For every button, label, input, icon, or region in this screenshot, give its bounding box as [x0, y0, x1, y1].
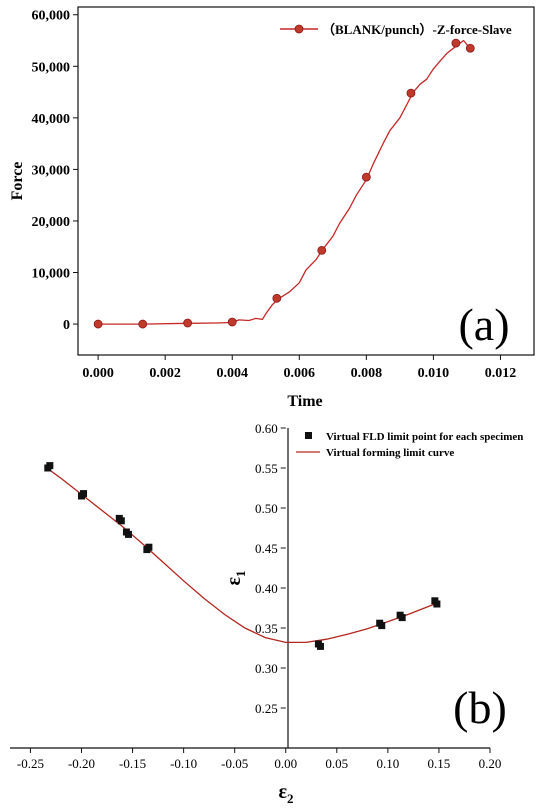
y-tick-label: 0.40: [255, 581, 278, 596]
data-marker: [465, 43, 475, 53]
legend-marker-icon: [294, 24, 304, 34]
x-tick-label: -0.20: [68, 756, 95, 771]
x-tick-label: 0.004: [216, 366, 248, 381]
limit-point-marker: [433, 600, 441, 608]
legend: Virtual FLD limit point for each specime…: [296, 431, 523, 459]
x-tick-label: -0.25: [17, 756, 44, 771]
limit-point-marker: [46, 462, 54, 470]
panel-label-b: (b): [453, 682, 507, 733]
limit-point-marker: [80, 490, 88, 498]
y-tick-label: 0.60: [255, 421, 278, 436]
data-marker: [406, 88, 416, 98]
y-axis-title: Force: [9, 162, 26, 201]
x-tick-label: 0.006: [284, 366, 316, 381]
limit-point-marker: [117, 517, 125, 525]
x-tick-label: 0.00: [274, 756, 297, 771]
fld-chart: -0.25 -0.20 -0.15 -0.10 -0.05 0.00 0.05 0.10 0.1…: [10, 421, 523, 806]
data-marker: [227, 317, 237, 327]
tick-marks: [73, 14, 501, 360]
plot-area-frame: [77, 6, 535, 356]
legend-marker-icon: [305, 432, 312, 439]
panel-label-a: (a): [458, 299, 509, 350]
x-tick-label: 0.010: [418, 366, 450, 381]
data-marker: [183, 318, 193, 328]
y-axis-title-symbol: ε: [223, 577, 245, 586]
x-tick-label: 0.05: [325, 756, 348, 771]
y-tick-label: 0.25: [255, 701, 278, 716]
x-tick-label: 0.008: [351, 366, 383, 381]
x-tick-label: 0.15: [428, 756, 451, 771]
data-marker: [138, 319, 148, 329]
series-force: [93, 38, 475, 329]
y-tick-label: 0.55: [255, 461, 278, 476]
y-tick-label: 10,000: [32, 267, 71, 282]
x-tick-labels: -0.25 -0.20 -0.15 -0.10 -0.05 0.00 0.05 0.10 0.1…: [17, 756, 501, 771]
y-tick-label: 0.35: [255, 621, 278, 636]
x-tick-label: 0.002: [149, 366, 181, 381]
y-axis-title: ε1: [223, 570, 248, 585]
x-tick-label: -0.05: [221, 756, 248, 771]
limit-point-marker: [378, 622, 386, 630]
data-marker: [451, 38, 461, 48]
x-axis-title-symbol: ε: [278, 781, 287, 803]
tick-marks: [29, 427, 491, 753]
x-tick-label: -0.15: [119, 756, 146, 771]
y-tick-label: 0.50: [255, 501, 278, 516]
y-tick-label: 30,000: [32, 163, 71, 178]
y-tick-label: 20,000: [32, 215, 71, 230]
y-axis-title-subscript: 1: [233, 570, 248, 577]
y-tick-label: 0: [63, 318, 70, 333]
limit-point-marker: [124, 530, 132, 538]
limit-point-marker: [316, 642, 324, 650]
x-axis-title: Time: [287, 393, 322, 410]
y-tick-labels: 0.25 0.30 0.35 0.40 0.45 0.50 0.55 0.60: [255, 421, 278, 716]
x-tick-label: 0.20: [479, 756, 502, 771]
x-tick-labels: 0.000 0.002 0.004 0.006 0.008 0.010 0.012: [82, 366, 516, 381]
force-line: [98, 39, 471, 325]
legend: （BLANK/punch）-Z-force-Slave: [280, 22, 512, 37]
x-axis-title-subscript: 2: [287, 791, 294, 806]
legend-label: （BLANK/punch）-Z-force-Slave: [322, 22, 512, 37]
y-tick-label: 0.30: [255, 661, 278, 676]
data-marker: [93, 319, 103, 329]
y-tick-labels: 0 10,000 20,000 30,000 40,000 50,000 60,000: [32, 9, 71, 333]
x-tick-label: -0.10: [170, 756, 197, 771]
y-tick-label: 0.45: [255, 541, 278, 556]
series-forming-limit-curve: [45, 466, 440, 644]
y-tick-label: 60,000: [32, 9, 71, 24]
data-marker: [361, 172, 371, 182]
forming-limit-curve-line: [45, 466, 440, 644]
limit-point-marker: [145, 543, 153, 551]
legend-label-points: Virtual FLD limit point for each specime…: [326, 431, 523, 443]
data-marker: [272, 293, 282, 303]
x-tick-label: 0.10: [376, 756, 399, 771]
limit-point-marker: [398, 614, 406, 622]
series-limit-points: [44, 462, 441, 650]
y-tick-label: 50,000: [32, 60, 71, 75]
y-tick-label: 40,000: [32, 112, 71, 127]
data-marker: [317, 245, 327, 255]
x-tick-label: 0.000: [82, 366, 114, 381]
x-tick-label: 0.012: [485, 366, 517, 381]
force-time-chart: 0.000 0.002 0.004 0.006 0.008 0.010 0.012 0 10,…: [9, 6, 535, 410]
legend-label-curve: Virtual forming limit curve: [326, 447, 454, 459]
x-axis-title: ε2: [278, 781, 293, 806]
